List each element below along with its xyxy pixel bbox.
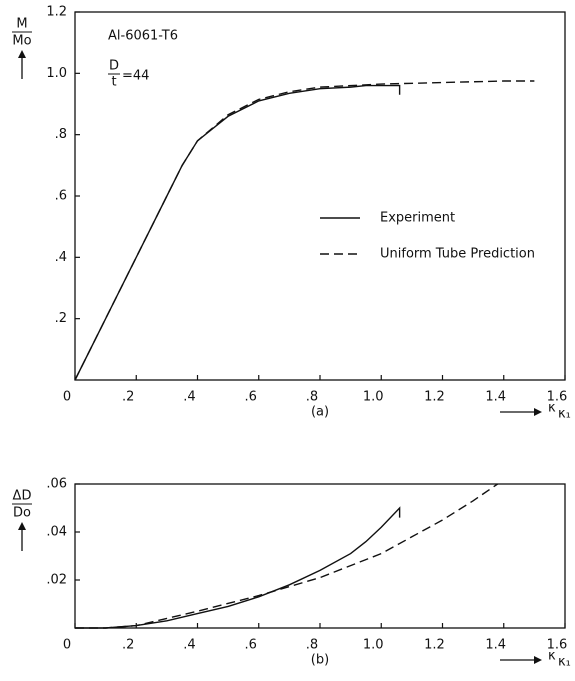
x-tick-label: .4 [183, 638, 195, 653]
y-tick-label: .02 [46, 573, 67, 588]
series-line [74, 80, 535, 381]
x-tick-label: .6 [245, 638, 257, 653]
y-tick-label: .4 [55, 250, 67, 265]
x-label-arrowhead [534, 408, 542, 416]
x-tick-label: .8 [306, 638, 318, 653]
ratio-value: =44 [122, 69, 149, 84]
y-label-denominator: Do [13, 506, 31, 521]
x-tick-label: .2 [122, 390, 134, 405]
y-label-arrowhead [18, 50, 26, 58]
x-tick-label: 1.0 [363, 638, 384, 653]
ratio-numerator: D [109, 59, 119, 74]
legend-label: Experiment [380, 211, 455, 226]
x-tick-label: 1.2 [424, 390, 445, 405]
x-tick-label: .8 [306, 390, 318, 405]
x-tick-label: 0 [63, 390, 71, 405]
y-label-denominator: Mo [12, 34, 31, 49]
x-tick-label: 1.4 [485, 638, 506, 653]
plot-frame [74, 483, 566, 629]
x-tick-label: .6 [245, 390, 257, 405]
x-label-numerator: κ [548, 401, 556, 416]
x-label-denominator: κ₁ [558, 407, 571, 422]
annotation: Al-6061-T6 [108, 29, 178, 44]
y-tick-label: 1.2 [46, 5, 67, 20]
y-tick-label: .06 [46, 477, 67, 492]
subplot-label: (b) [311, 653, 329, 668]
y-label-arrowhead [18, 522, 26, 530]
y-tick-label: .2 [55, 311, 67, 326]
x-tick-label: 1.0 [363, 390, 384, 405]
series-line [75, 506, 401, 629]
y-label-numerator: ΔD [13, 489, 32, 504]
y-tick-label: .04 [46, 525, 67, 540]
x-tick-label: 1.4 [485, 390, 506, 405]
x-label-denominator: κ₁ [558, 655, 571, 670]
x-tick-label: .2 [122, 638, 134, 653]
series-line [75, 483, 499, 629]
series-line [74, 84, 401, 381]
ratio-denominator: t [111, 75, 116, 90]
x-tick-label: 1.6 [547, 390, 568, 405]
plot-frame [74, 11, 566, 381]
y-tick-label: 1.0 [46, 66, 67, 81]
x-label-arrowhead [534, 656, 542, 664]
y-label-numerator: M [16, 17, 27, 32]
y-tick-label: .8 [55, 127, 67, 142]
x-tick-label: 0 [63, 638, 71, 653]
legend-label: Uniform Tube Prediction [380, 247, 535, 262]
subplot-label: (a) [311, 405, 329, 420]
x-label-numerator: κ [548, 649, 556, 664]
y-tick-label: .6 [55, 189, 67, 204]
x-tick-label: .4 [183, 390, 195, 405]
x-tick-label: 1.6 [547, 638, 568, 653]
x-tick-label: 1.2 [424, 638, 445, 653]
